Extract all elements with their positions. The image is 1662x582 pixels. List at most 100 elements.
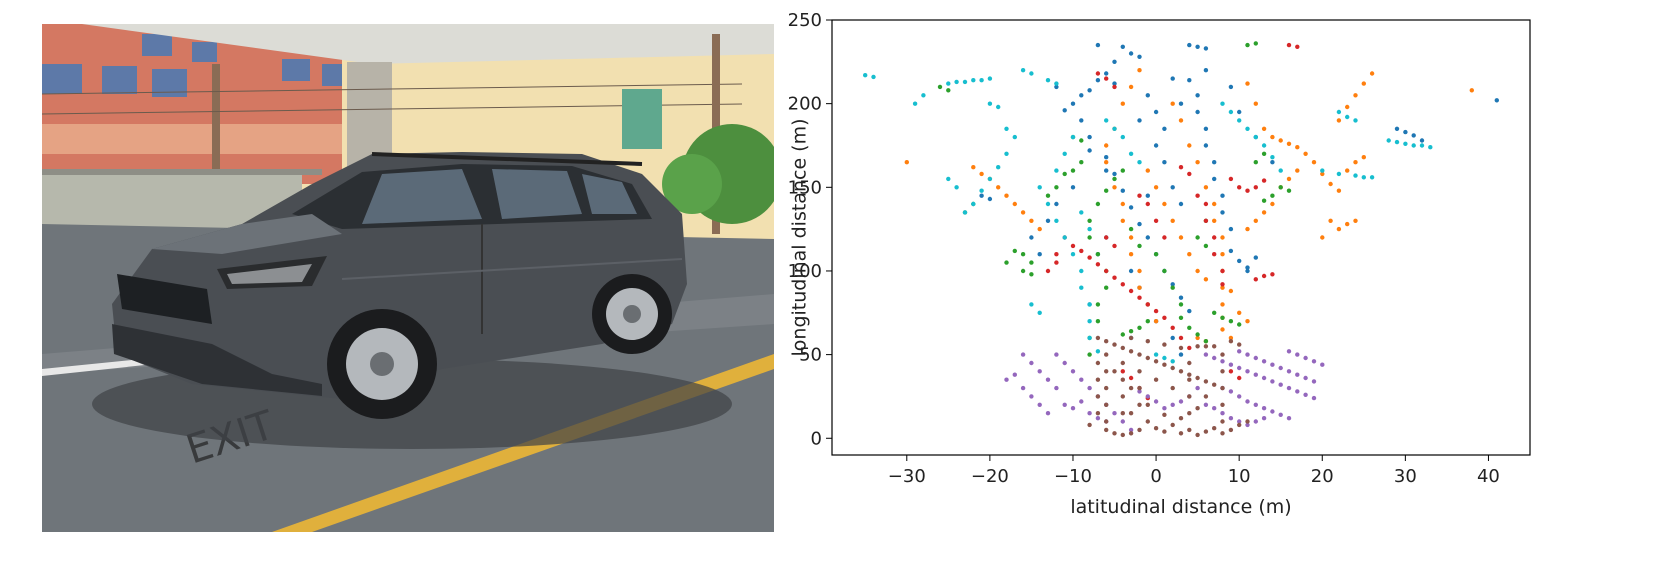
scatter-point bbox=[1062, 360, 1067, 366]
scatter-point bbox=[1195, 193, 1200, 198]
scatter-point bbox=[871, 74, 876, 80]
scatter-point bbox=[1286, 349, 1292, 354]
scatter-point bbox=[1203, 68, 1209, 73]
scatter-point bbox=[1128, 252, 1134, 257]
scatter-point bbox=[1037, 369, 1042, 374]
scatter-point bbox=[1062, 235, 1067, 240]
scatter-point bbox=[1162, 315, 1167, 320]
scatter-point bbox=[1029, 360, 1034, 366]
scatter-point bbox=[1212, 344, 1217, 349]
car-photo: EXIT bbox=[42, 24, 774, 532]
scatter-point bbox=[1469, 88, 1474, 93]
scatter-point bbox=[1187, 308, 1192, 314]
scatter-point bbox=[1245, 369, 1250, 374]
scatter-point bbox=[1120, 134, 1125, 140]
scatter-point bbox=[1261, 210, 1267, 215]
scatter-point bbox=[1228, 109, 1234, 115]
scatter-point bbox=[1112, 84, 1117, 90]
scatter-point bbox=[1128, 329, 1134, 334]
scatter-point bbox=[1162, 235, 1167, 240]
scatter-point bbox=[1253, 372, 1258, 377]
scatter-point bbox=[1137, 118, 1142, 123]
scatter-point bbox=[1029, 218, 1034, 223]
scatter-point bbox=[1220, 252, 1225, 257]
scatter-point bbox=[1403, 129, 1408, 135]
scatter-point bbox=[1237, 394, 1242, 399]
scatter-point bbox=[1419, 138, 1425, 143]
scatter-point bbox=[1128, 288, 1134, 294]
scatter-plot: −30 −20 −10 0 10 20 30 40 0 50 100 150 200 250 latit… bbox=[788, 10, 1531, 518]
scatter-point bbox=[1245, 268, 1250, 274]
scatter-point bbox=[1237, 109, 1242, 115]
scatter-point bbox=[1403, 141, 1408, 146]
scatter-point bbox=[1137, 389, 1142, 394]
scatter-point bbox=[1220, 302, 1225, 307]
scatter-point bbox=[1195, 93, 1200, 98]
scatter-point bbox=[1295, 389, 1300, 394]
scatter-point bbox=[1104, 268, 1109, 274]
scatter-point bbox=[1295, 372, 1300, 377]
scatter-point bbox=[1270, 155, 1275, 160]
scatter-point bbox=[1137, 285, 1142, 290]
scatter-point bbox=[1020, 268, 1026, 274]
scatter-point bbox=[1270, 362, 1275, 367]
scatter-point bbox=[1095, 262, 1101, 267]
y-tick-label: 50 bbox=[799, 345, 822, 366]
scatter-point bbox=[937, 84, 943, 90]
scatter-point bbox=[1087, 385, 1092, 391]
scatter-point bbox=[1203, 46, 1209, 51]
scatter-point bbox=[1270, 160, 1275, 165]
scatter-point bbox=[1112, 342, 1117, 347]
scatter-point bbox=[1428, 145, 1433, 150]
scatter-point bbox=[1237, 365, 1242, 371]
scatter-point bbox=[1212, 310, 1217, 315]
scatter-point bbox=[1137, 325, 1142, 330]
scatter-point bbox=[1345, 221, 1350, 227]
scatter-point bbox=[1029, 71, 1034, 76]
scatter-point bbox=[1353, 218, 1358, 223]
scatter-point bbox=[904, 160, 909, 165]
scatter-point bbox=[1295, 352, 1300, 357]
scatter-point bbox=[1212, 406, 1217, 411]
scatter-point bbox=[1087, 235, 1092, 240]
scatter-point bbox=[1345, 114, 1350, 120]
y-tick-label: 0 bbox=[811, 428, 822, 449]
scatter-point bbox=[1153, 399, 1159, 404]
scatter-point bbox=[1062, 402, 1067, 407]
scatter-point bbox=[1328, 181, 1333, 187]
scatter-point bbox=[1253, 255, 1258, 260]
scatter-point bbox=[1494, 98, 1499, 103]
scatter-point bbox=[1220, 282, 1225, 287]
scatter-point bbox=[987, 76, 993, 81]
scatter-point bbox=[1145, 419, 1150, 424]
scatter-point bbox=[1170, 335, 1175, 341]
scatter-point bbox=[1270, 409, 1275, 414]
scatter-point bbox=[1045, 201, 1051, 207]
scatter-point bbox=[1095, 201, 1101, 207]
scatter-point bbox=[1120, 419, 1125, 424]
scatter-point bbox=[1245, 419, 1250, 424]
scatter-point bbox=[1245, 399, 1250, 404]
scatter-point bbox=[979, 188, 984, 193]
scatter-point bbox=[1153, 426, 1159, 431]
y-axis-label: longitudinal distance (m) bbox=[789, 118, 811, 356]
scatter-point bbox=[1178, 165, 1184, 170]
scatter-point bbox=[1087, 352, 1092, 357]
scatter-point bbox=[1120, 101, 1125, 106]
scatter-point bbox=[1029, 235, 1034, 240]
scatter-point bbox=[1120, 432, 1125, 438]
scatter-point bbox=[1195, 268, 1200, 274]
scatter-point bbox=[1228, 84, 1234, 90]
scatter-point bbox=[1120, 218, 1125, 223]
scatter-point bbox=[1203, 429, 1209, 434]
scatter-point bbox=[1070, 406, 1076, 411]
scatter-point bbox=[1054, 260, 1059, 265]
scatter-point bbox=[1270, 134, 1275, 140]
scatter-point bbox=[1187, 427, 1192, 433]
scatter-point bbox=[1020, 210, 1026, 215]
scatter-point bbox=[946, 88, 951, 93]
scatter-point bbox=[1153, 308, 1159, 314]
scatter-point bbox=[1137, 68, 1142, 73]
scatter-point bbox=[1153, 252, 1159, 257]
scatter-point bbox=[1104, 427, 1109, 433]
